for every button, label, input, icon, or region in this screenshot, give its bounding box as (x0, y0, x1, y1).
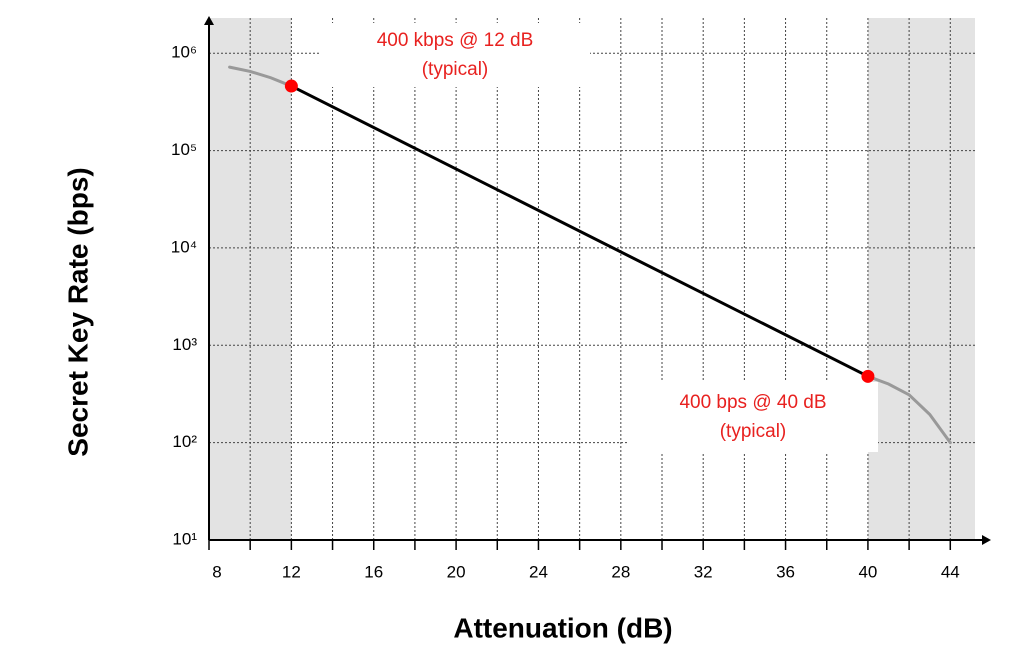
y-tick-label: 10³ (172, 335, 197, 354)
x-tick-label: 32 (694, 562, 713, 581)
annotation: (typical) (720, 421, 787, 442)
x-tick-label: 8 (212, 562, 221, 581)
x-axis-arrow (982, 535, 991, 545)
x-tick-label: 40 (858, 562, 877, 581)
point (284, 79, 298, 93)
x-tick-label: 12 (282, 562, 301, 581)
y-tick-label: 10⁶ (171, 43, 197, 62)
x-axis-title: Attenuation (dB) (453, 612, 672, 643)
y-tick-label: 10² (172, 432, 197, 451)
annotation: 400 bps @ 40 dB (679, 392, 826, 413)
y-tick-label: 10⁵ (171, 140, 197, 159)
series-line (289, 84, 870, 378)
y-tick-label: 10¹ (172, 529, 197, 548)
series-line (866, 374, 952, 445)
annotation-background (628, 382, 878, 452)
annotation-background (320, 23, 590, 87)
y-tick-label: 10⁴ (171, 237, 197, 256)
x-tick-label: 24 (529, 562, 548, 581)
x-tick-label: 20 (447, 562, 466, 581)
x-tick-label: 16 (364, 562, 383, 581)
annotation: (typical) (422, 59, 489, 80)
x-tick-label: 44 (941, 562, 960, 581)
annotation: 400 kbps @ 12 dB (377, 30, 534, 51)
shaded-range (867, 18, 975, 540)
y-axis-title: Secret Key Rate (bps) (62, 167, 93, 456)
point (861, 369, 875, 383)
x-tick-label: 28 (611, 562, 630, 581)
x-tick-label: 36 (776, 562, 795, 581)
series-line (228, 65, 293, 88)
y-axis-arrow (204, 16, 214, 25)
